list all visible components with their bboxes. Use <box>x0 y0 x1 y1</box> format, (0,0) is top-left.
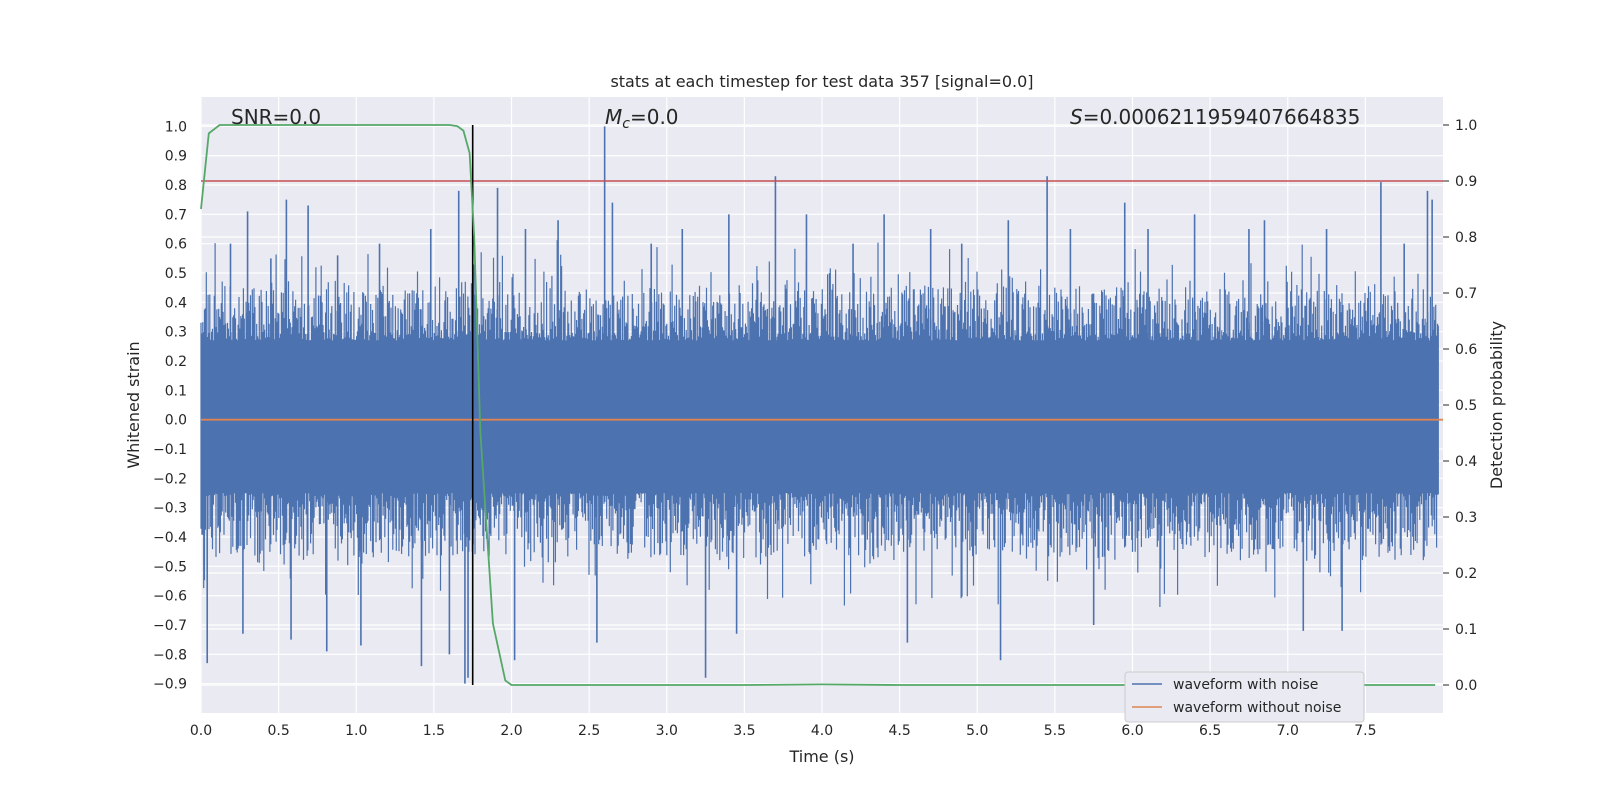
y2-tick-label: 0.4 <box>1455 454 1477 470</box>
y-tick-label: −0.2 <box>153 471 187 487</box>
x-axis-label: Time (s) <box>788 747 854 766</box>
y-tick-label: 0.3 <box>165 325 187 341</box>
legend-box <box>1124 671 1365 723</box>
x-tick-label: 4.5 <box>888 723 910 739</box>
y-axis-label: Whitened strain <box>124 341 143 468</box>
noisy-core-band <box>201 340 1439 493</box>
x-tick-label: 1.5 <box>423 723 445 739</box>
y2-tick-label: 0.9 <box>1455 174 1477 190</box>
x-tick-label: 6.0 <box>1121 723 1143 739</box>
x-tick-label: 1.0 <box>345 723 367 739</box>
chirp-mass-symbol: M <box>605 105 622 129</box>
y2-tick-label: 0.6 <box>1455 342 1477 358</box>
y2-tick-label: 1.0 <box>1455 118 1477 134</box>
x-tick-label: 3.5 <box>733 723 755 739</box>
x-tick-label: 7.5 <box>1354 723 1376 739</box>
legend-label-noisy: waveform with noise <box>1173 677 1318 693</box>
y-tick-label: 1.0 <box>165 119 187 135</box>
x-tick-label: 2.5 <box>578 723 600 739</box>
y-tick-label: −0.9 <box>153 677 187 693</box>
y-tick-label: −0.5 <box>153 559 187 575</box>
x-tick-label: 5.5 <box>1044 723 1066 739</box>
x-axis-ticks: 0.0 0.5 1.0 1.5 2.0 2.5 3.0 3.5 4.0 4.5 5.0 5.5 6.0 6… <box>190 723 1377 739</box>
y-tick-label: 0.4 <box>165 295 187 311</box>
chart-title: stats at each timestep for test data 357… <box>610 72 1033 91</box>
y-tick-label: 0.8 <box>165 178 187 194</box>
series-detection-probability <box>200 124 1436 686</box>
y2-tick-label: 0.1 <box>1455 622 1477 638</box>
x-tick-label: 4.0 <box>811 723 833 739</box>
y-tick-label: −0.3 <box>153 501 187 517</box>
y2-axis-label: Detection probability <box>1487 321 1506 489</box>
legend: waveform with noise waveform without noi… <box>1124 671 1365 723</box>
y-tick-label: 0.5 <box>165 266 187 282</box>
y2-tick-label: 0.3 <box>1455 510 1477 526</box>
x-tick-label: 0.5 <box>267 723 289 739</box>
s-symbol: S <box>1070 105 1083 129</box>
y-tick-label: −0.8 <box>153 647 187 663</box>
y2-tick-label: 0.0 <box>1455 678 1477 694</box>
y2-tick-label: 0.8 <box>1455 230 1477 246</box>
chirp-mass-value: =0.0 <box>630 105 679 129</box>
x-tick-label: 0.0 <box>190 723 212 739</box>
x-tick-label: 7.0 <box>1277 723 1299 739</box>
series-waveform-with-noise <box>200 126 1439 684</box>
chirp-mass-subscript: c <box>622 116 630 132</box>
legend-label-clean: waveform without noise <box>1173 700 1341 716</box>
y-tick-label: −0.1 <box>153 442 187 458</box>
y-tick-label: 0.2 <box>165 354 187 370</box>
y-tick-label: −0.6 <box>153 589 187 605</box>
y-tick-label: 0.6 <box>165 237 187 253</box>
y2-tick-label: 0.2 <box>1455 566 1477 582</box>
x-tick-label: 5.0 <box>966 723 988 739</box>
y-tick-label: 0.1 <box>165 383 187 399</box>
x-tick-label: 2.0 <box>500 723 522 739</box>
y-tick-label: −0.4 <box>153 530 187 546</box>
s-value: =0.000621195940766483​5 <box>1083 105 1361 129</box>
y2-tick-label: 0.7 <box>1455 286 1477 302</box>
y2-tick-label: 0.5 <box>1455 398 1477 414</box>
y-tick-label: −0.7 <box>153 618 187 634</box>
y-tick-label: 0.9 <box>165 149 187 165</box>
y-axis-ticks: 1.0 0.9 0.8 0.7 0.6 0.5 0.4 0.3 0.2 0.1 0.0 −0.1 −0.… <box>153 119 187 692</box>
y-tick-label: 0.0 <box>165 413 187 429</box>
y2-axis-ticks: 1.0 0.9 0.8 0.7 0.6 0.5 0.4 0.3 0.2 0.1 0.0 <box>1443 118 1477 694</box>
x-tick-label: 3.0 <box>656 723 678 739</box>
y-tick-label: 0.7 <box>165 207 187 223</box>
chirp-mass-annotation: Mc=0.0 <box>605 105 679 132</box>
s-annotation: S=0.000621195940766483​5 <box>1070 105 1360 129</box>
probability-trace <box>200 124 1436 686</box>
x-tick-label: 6.5 <box>1199 723 1221 739</box>
snr-annotation: SNR=0.0 <box>231 105 321 129</box>
